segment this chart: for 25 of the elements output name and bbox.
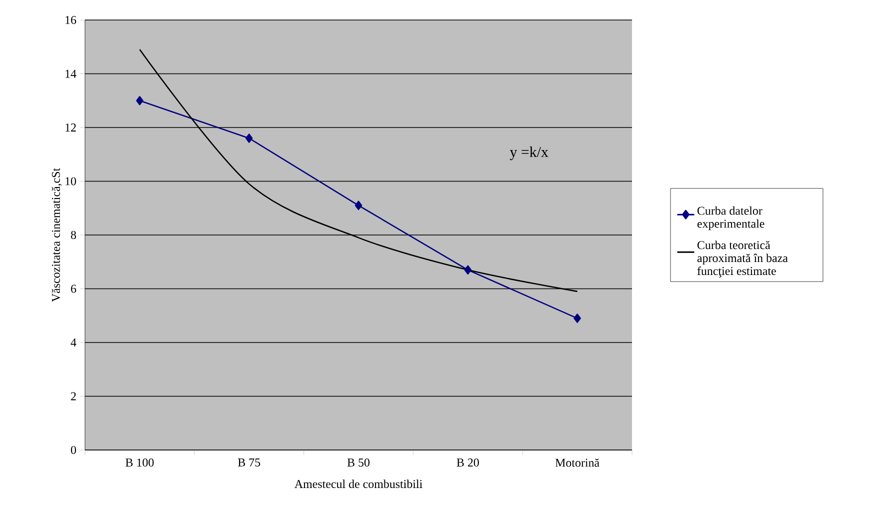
y-tick-label: 16 — [66, 16, 76, 24]
point — [464, 265, 472, 275]
y-tick-label: 14 — [66, 70, 76, 78]
point — [245, 134, 253, 143]
legend-label: Curba teoretică aproximată în baza funcţiei estimate — [697, 240, 788, 278]
x-tick-label: B 50 — [347, 458, 370, 467]
point — [354, 200, 362, 210]
x-axis-title: Amestecul de combustibili — [294, 480, 422, 488]
y-tick-label: 8 — [70, 230, 76, 240]
y-tick-label: 0 — [70, 446, 76, 454]
y-tick-label: 10 — [66, 177, 76, 186]
legend-label: Curba datelor experimentale — [697, 206, 764, 230]
x-tick-label: B 20 — [456, 458, 479, 467]
annotation: y =k/x — [510, 146, 548, 160]
line-series — [139, 48, 578, 292]
x-tick-label: B 75 — [238, 458, 260, 466]
y-tick-label: 12 — [66, 124, 76, 132]
x-tick-label: Motorină — [555, 458, 600, 467]
point — [574, 314, 581, 323]
y-tick-label: 6 — [71, 284, 76, 293]
y-tick-label: 4 — [70, 338, 76, 346]
x-tick-label: B 100 — [126, 458, 154, 467]
y-axis-title: Văscozitatea cinematică,cSt — [52, 168, 62, 302]
point — [136, 96, 144, 106]
y-tick-label: 2 — [71, 392, 76, 400]
